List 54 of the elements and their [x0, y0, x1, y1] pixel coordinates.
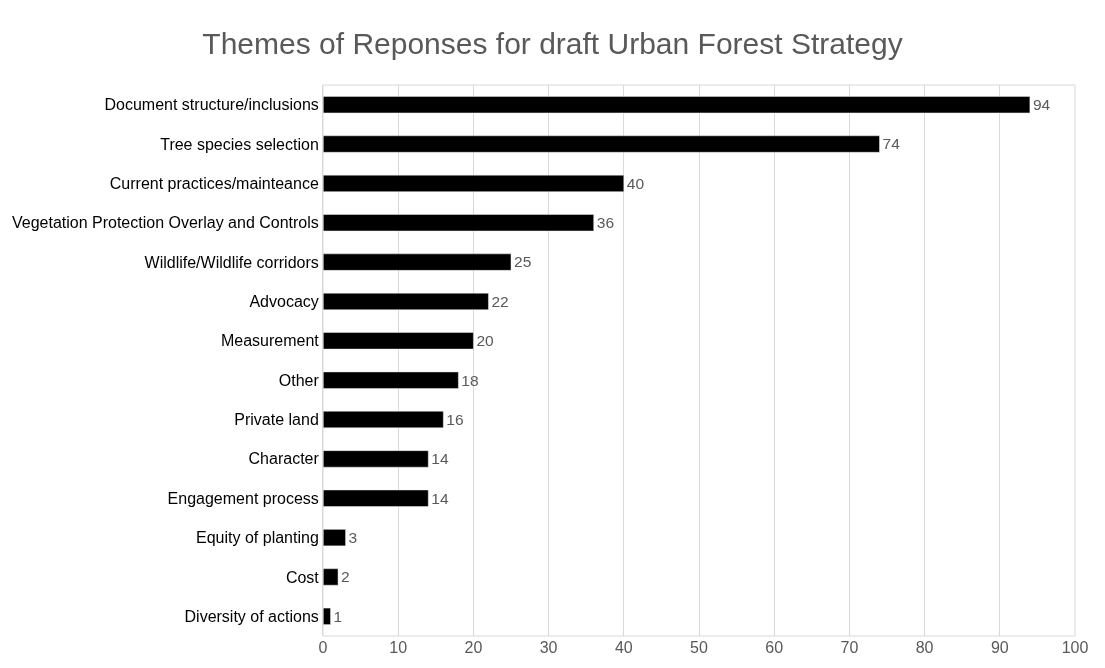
- bar: [323, 607, 331, 625]
- bar: [323, 292, 489, 310]
- data-label: 40: [626, 174, 645, 192]
- bar: [323, 214, 594, 232]
- y-tick-label: Diversity of actions: [184, 607, 319, 625]
- bar: [323, 371, 459, 389]
- chart-title: Themes of Reponses for draft Urban Forest Strategy: [202, 27, 903, 61]
- x-tick-label: 70: [840, 639, 859, 656]
- data-label: 14: [431, 489, 449, 507]
- data-label: 22: [491, 292, 509, 310]
- y-tick-label: Tree species selection: [160, 135, 319, 153]
- x-tick-label: 100: [1061, 639, 1089, 656]
- y-tick-label: Equity of planting: [196, 529, 319, 547]
- data-label: 94: [1032, 96, 1051, 114]
- y-tick-label: Private land: [234, 411, 319, 429]
- x-tick-label: 90: [990, 639, 1009, 656]
- x-tick-label: 20: [464, 639, 483, 656]
- y-tick-label: Cost: [285, 568, 320, 586]
- data-label: 74: [882, 135, 901, 153]
- data-label: 1: [333, 607, 343, 625]
- y-tick-label: Engagement process: [167, 489, 319, 507]
- data-label: 2: [341, 568, 350, 586]
- y-tick-label: Current practices/mainteance: [109, 174, 319, 192]
- data-label: 14: [431, 450, 449, 468]
- data-label: 25: [514, 253, 532, 271]
- x-tick-label: 0: [318, 639, 328, 656]
- data-label: 16: [446, 410, 464, 428]
- y-tick-label: Document structure/inclusions: [104, 96, 319, 114]
- bar: [323, 529, 346, 547]
- bar: [323, 253, 512, 271]
- y-tick-label: Character: [248, 450, 320, 468]
- x-tick-label: 30: [539, 639, 558, 656]
- x-tick-label: 50: [690, 639, 708, 656]
- bar: [323, 135, 880, 153]
- bar: [323, 450, 429, 468]
- bar: [323, 332, 474, 350]
- data-label: 20: [476, 332, 495, 350]
- x-tick-label: 40: [614, 639, 633, 656]
- y-tick-label: Advocacy: [249, 293, 319, 311]
- bar: [323, 489, 429, 507]
- data-label: 36: [596, 214, 615, 232]
- data-label: 3: [348, 528, 358, 546]
- y-tick-label: Wildlife/Wildlife corridors: [144, 253, 319, 271]
- x-tick-label: 60: [765, 639, 784, 656]
- y-tick-label: Vegetation Protection Overlay and Controls: [11, 214, 319, 232]
- y-tick-label: Other: [278, 371, 320, 389]
- x-tick-label: 80: [915, 639, 934, 656]
- bar: [323, 96, 1031, 114]
- x-tick-label: 10: [389, 639, 408, 656]
- bar: [323, 174, 625, 192]
- y-tick-label: Measurement: [220, 332, 320, 350]
- data-label: 18: [461, 371, 479, 389]
- bar: [323, 568, 339, 586]
- bar: [323, 411, 444, 429]
